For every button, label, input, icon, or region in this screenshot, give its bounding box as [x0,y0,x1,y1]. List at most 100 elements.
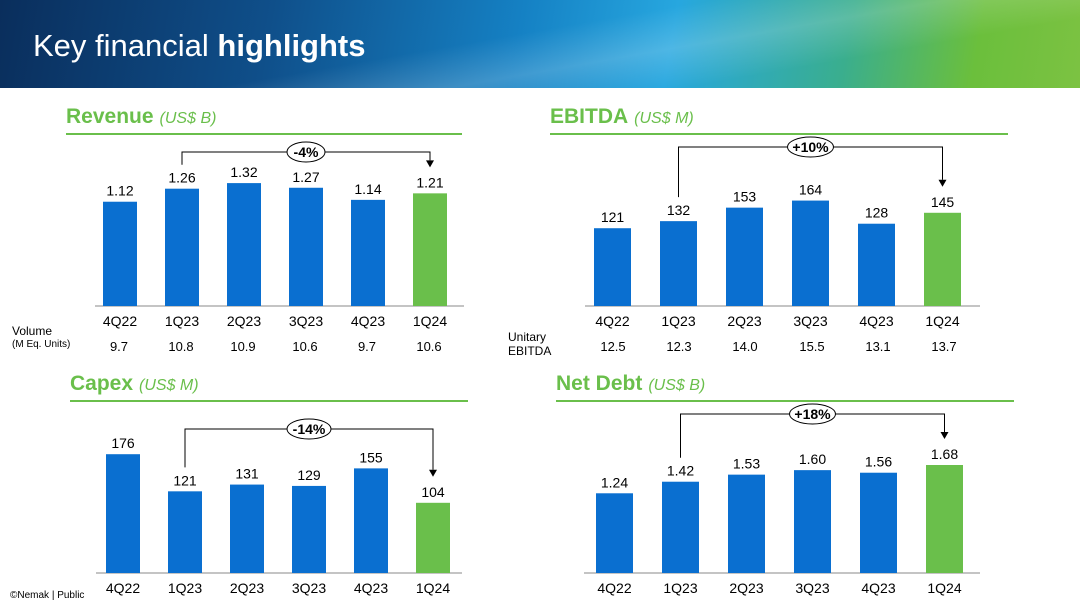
arrow-head [426,160,434,168]
page-title: Key financial highlights [33,28,366,64]
volume-value: 10.8 [168,339,194,354]
page-title-regular: Key financial [33,28,209,63]
tick-label: 4Q23 [861,580,895,596]
tick-label: 2Q23 [227,313,261,329]
ebitda-title-underline [550,133,1008,135]
ebitda-chart: 121 4Q22 132 1Q23 153 2Q23 164 3Q23 128 4Q23 145 1Q… [585,136,980,329]
unitary-ebitda-value: 13.7 [931,339,957,354]
data-label: 153 [733,189,757,205]
capex-panel: Capex (US$ M) 176 4Q22 121 1Q23 131 2Q23 129 3Q2… [70,372,470,602]
bar [594,228,631,306]
data-label: 164 [799,182,823,198]
bar [354,468,388,573]
change-pill [286,141,326,163]
data-label: 1.26 [168,170,195,186]
bar [858,223,895,306]
change-label: -4% [294,144,319,160]
tick-label: 1Q23 [663,580,697,596]
bar [351,199,385,306]
data-label: 1.12 [106,183,133,199]
revenue-panel: Revenue (US$ B) 1.12 4Q22 1.26 1Q23 1.32 2Q23 1… [66,105,466,340]
tick-label: 4Q22 [106,580,140,596]
bar [165,188,199,306]
tick-label: 4Q23 [859,313,893,329]
netdebt-title: Net Debt [556,372,643,395]
netdebt-title-underline [556,400,1014,402]
unitary-ebitda-value: 14.0 [732,339,758,354]
bar [726,207,763,306]
tick-label: 4Q23 [351,313,385,329]
bar [596,493,633,573]
bar [230,484,264,573]
data-label: 1.24 [601,474,628,490]
unitary-ebitda-value: 13.1 [865,339,891,354]
data-label: 121 [173,472,197,488]
capex-title-underline [70,400,468,402]
tick-label: 2Q23 [729,580,763,596]
unitary-label-line2: EBITDA [508,344,552,358]
arrow-head [938,179,947,187]
ebitda-panel: EBITDA (US$ M) 121 4Q22 132 1Q23 153 2Q23 164 3Q… [550,105,1010,340]
tick-label: 1Q23 [165,313,199,329]
data-label: 128 [865,205,889,221]
tick-label: 1Q24 [925,313,959,329]
ebitda-panel-title: EBITDA (US$ M) [550,105,694,129]
capex-panel-title: Capex (US$ M) [70,372,199,396]
data-label: 155 [359,449,383,465]
data-label: 1.32 [230,164,257,180]
tick-label: 1Q24 [416,580,450,596]
bar [103,201,137,306]
tick-label: 2Q23 [727,313,761,329]
volume-value: 10.9 [230,339,256,354]
data-label: 1.68 [931,446,958,462]
bar [289,187,323,306]
tick-label: 1Q23 [661,313,695,329]
bar [860,472,897,573]
data-label: 1.42 [667,463,694,479]
bar [660,221,697,306]
volume-label: Volume (M Eq. Units) [12,324,70,352]
tick-label: 4Q23 [354,580,388,596]
tick-label: 2Q23 [230,580,264,596]
data-label: 132 [667,202,691,218]
unitary-label-line1: Unitary [508,330,547,344]
capex-unit: (US$ M) [139,377,199,394]
data-label: 131 [235,466,259,482]
data-label: 1.60 [799,451,826,467]
header-banner [0,0,1080,88]
bar [168,491,202,573]
data-label: 104 [421,484,445,500]
data-label: 121 [601,209,625,225]
bar [292,485,326,573]
bar [728,474,765,573]
volume-label-main: Volume [12,324,53,338]
volume-value: 9.7 [109,339,129,354]
capex-chart: 176 4Q22 121 1Q23 131 2Q23 129 3Q23 155 4Q23 104 1Q… [96,418,462,596]
bar [926,465,963,573]
data-label: 1.53 [733,456,760,472]
change-label: +10% [792,139,829,155]
data-label: 1.21 [416,174,443,190]
data-label: 129 [297,467,321,483]
footer-copyright: ©Nemak | Public [10,590,85,601]
volume-value: 10.6 [416,339,442,354]
revenue-unit: (US$ B) [159,110,217,127]
data-label: 145 [931,194,955,210]
revenue-panel-title: Revenue (US$ B) [66,105,216,129]
tick-label: 4Q22 [103,313,137,329]
revenue-chart: 1.12 4Q22 1.26 1Q23 1.32 2Q23 1.27 3Q23 1.14 4Q23… [95,141,464,329]
bar [662,481,699,573]
tick-label: 4Q22 [597,580,631,596]
netdebt-unit: (US$ B) [648,377,706,394]
data-label: 176 [111,435,135,451]
tick-label: 1Q24 [927,580,961,596]
bar [792,200,829,306]
data-label: 1.14 [354,181,381,197]
netdebt-panel-title: Net Debt (US$ B) [556,372,705,396]
bar [413,193,447,306]
arrow-head [429,469,437,477]
bar [227,183,261,306]
bar [924,212,961,306]
data-label: 1.56 [865,454,892,470]
tick-label: 1Q23 [168,580,202,596]
